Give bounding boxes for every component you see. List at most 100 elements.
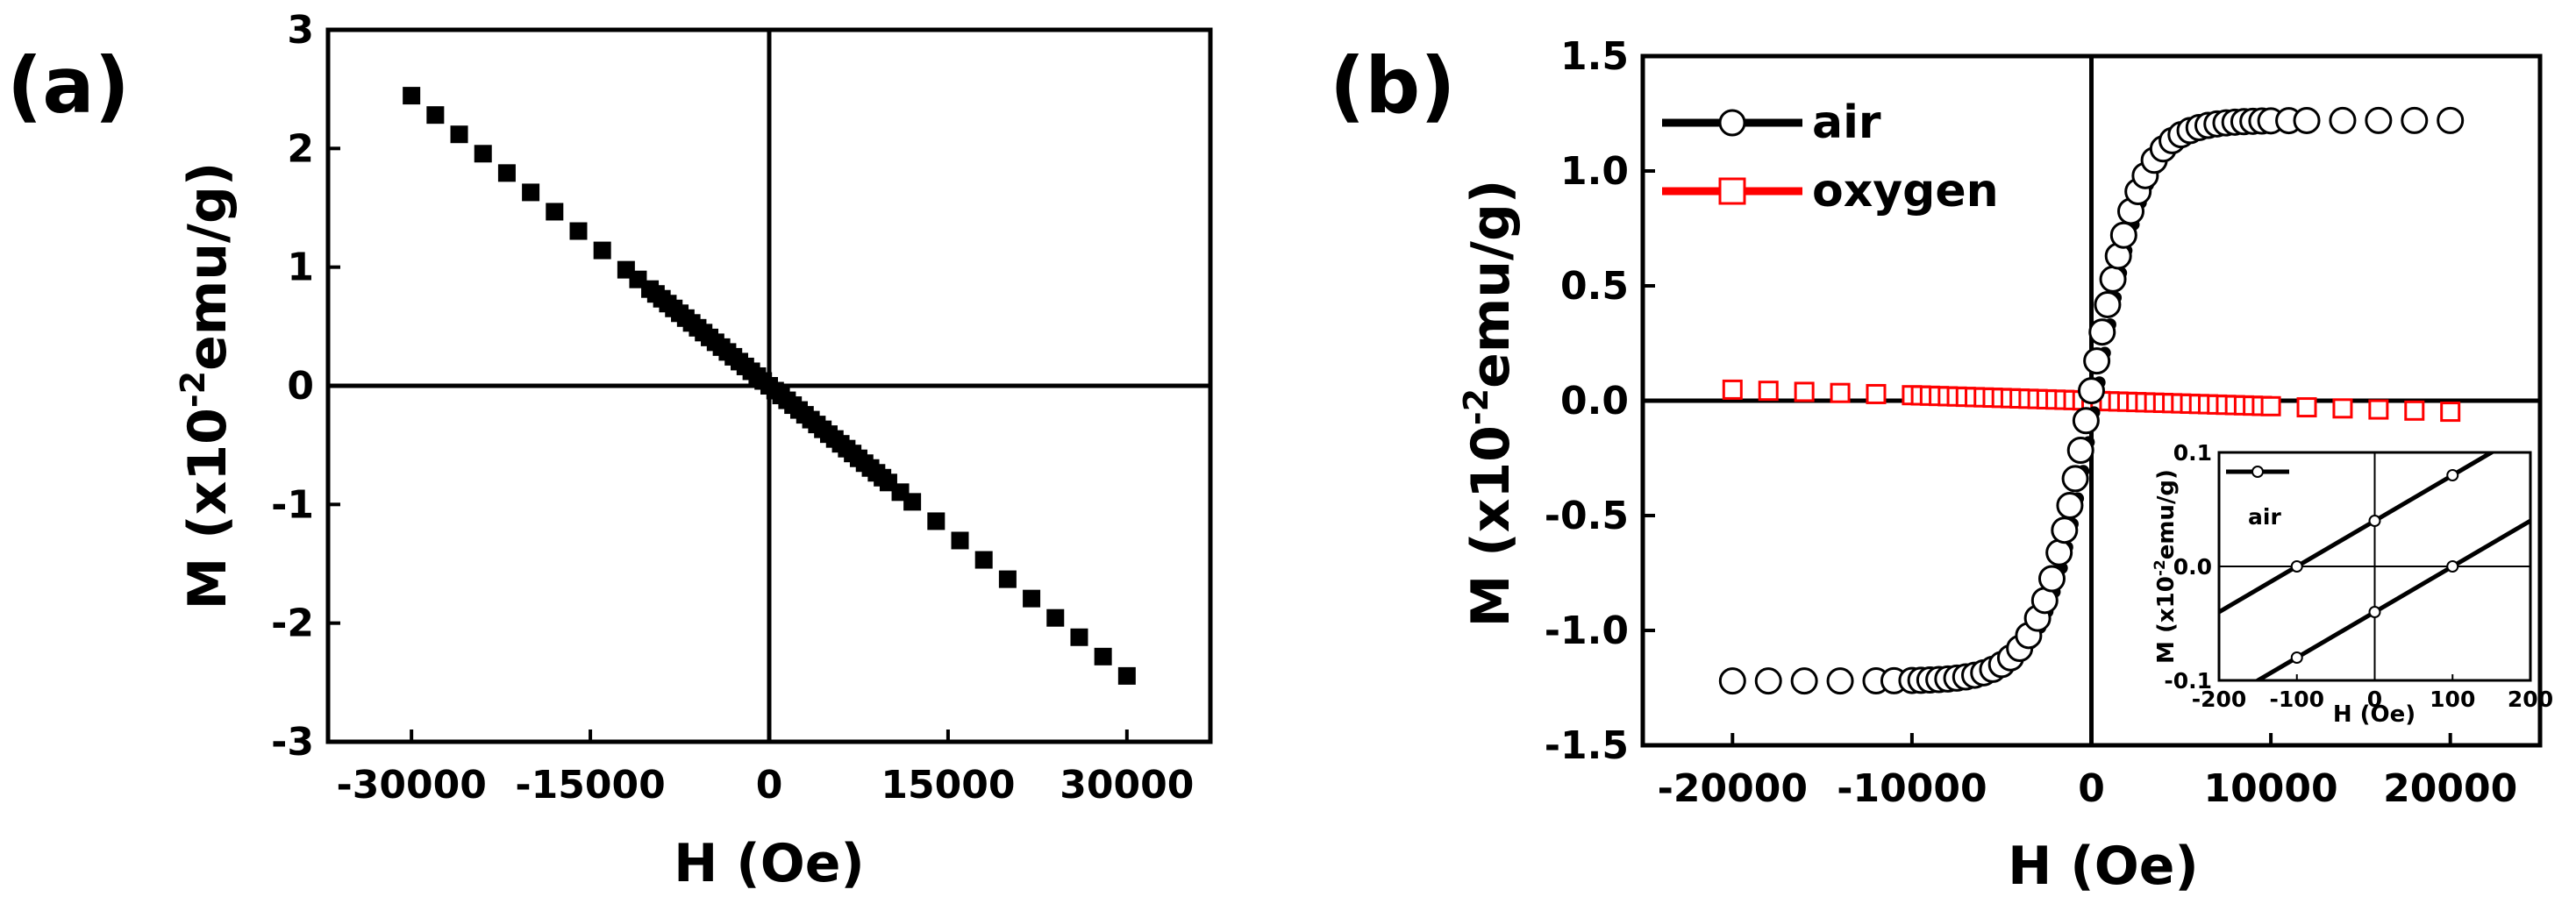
data-point <box>1046 609 1065 627</box>
data-point-air <box>1718 667 1746 695</box>
y-tick-label: 2 <box>287 126 314 171</box>
data-point <box>403 87 421 105</box>
y-tick-label: 0.0 <box>1560 379 1629 423</box>
legend-oxygen-marker <box>1718 177 1746 205</box>
panel-a: (a) -30000 -15000 0 15000 30000 -3 -2 -1 0 1 2 3 H … <box>7 8 1213 894</box>
data-point-oxygen <box>2260 395 2281 416</box>
y-tick-label: 0.1 <box>2173 440 2212 466</box>
data-point-air <box>2099 265 2127 293</box>
data-point-oxygen <box>1866 383 1887 404</box>
legend-air-label: air <box>1812 96 1881 149</box>
panel-b-ticks: -20000 -10000 0 10000 20000 -1.5 -1.0 -0.5 0.0 0.… <box>1545 34 2517 811</box>
inset-data-point <box>2290 560 2303 573</box>
data-point-air <box>1790 667 1818 695</box>
data-point <box>497 164 516 182</box>
x-tick-label: 15000 <box>881 763 1015 808</box>
y-tick-label: 3 <box>287 8 314 53</box>
data-point-air <box>2094 290 2122 318</box>
data-point <box>951 531 969 550</box>
data-point-oxygen <box>2404 400 2425 421</box>
x-tick-label: 30000 <box>1060 763 1194 808</box>
x-tick-label: 10000 <box>2204 766 2338 811</box>
legend-entry-oxygen: oxygen <box>1662 165 1999 217</box>
y-tick-label: -2 <box>271 601 314 646</box>
inset-legend-marker <box>2251 466 2264 478</box>
inset-x-axis-title: H (Oe) <box>2333 701 2415 728</box>
inset-y-axis-title: M (x10-2emu/g) <box>2151 469 2180 664</box>
data-point-oxygen <box>2296 397 2317 418</box>
panel-b: (b) -20000 -10000 0 10000 20000 -1.5 -1.0 -0.5 0… <box>1330 34 2553 897</box>
y-tick-label: 0.0 <box>2173 554 2212 580</box>
panel-b-x-axis-title: H (Oe) <box>2008 836 2199 897</box>
legend-entry-air: air <box>1662 96 1881 149</box>
x-tick-label: -200 <box>2192 687 2247 712</box>
data-point-air <box>2088 318 2116 346</box>
data-point <box>569 222 588 240</box>
x-tick-label: 0 <box>756 763 783 808</box>
legend-oxygen-label: oxygen <box>1812 165 1999 217</box>
data-point-air <box>2072 407 2100 435</box>
panel-a-marks <box>328 30 1210 742</box>
data-point-air <box>1754 667 1782 695</box>
y-tick-label: 0.5 <box>1560 264 1629 309</box>
data-point-air <box>1826 667 1854 695</box>
data-point-oxygen <box>2368 399 2389 420</box>
x-tick-label: 200 <box>2508 687 2553 712</box>
data-point-oxygen <box>1830 382 1851 403</box>
panel-a-label: (a) <box>7 40 130 131</box>
legend-air-marker <box>1718 109 1746 137</box>
inset-data-point <box>2446 469 2459 481</box>
data-point-oxygen <box>1722 379 1743 400</box>
data-point-air <box>2083 347 2111 375</box>
y-tick-label: -1.5 <box>1545 723 1629 768</box>
panel-a-x-axis-title: H (Oe) <box>674 833 865 894</box>
inset-plot: -200 -100 0 100 200 -0.1 0.0 0.1 air H (Oe) M (… <box>2151 440 2553 728</box>
y-tick-label: 1.0 <box>1560 149 1629 194</box>
x-tick-label: 20000 <box>2383 766 2517 811</box>
data-point <box>1117 666 1136 685</box>
panel-a-y-axis-title: M (x10-2emu/g) <box>174 162 239 610</box>
data-point-air <box>2061 465 2089 493</box>
x-tick-label: -10000 <box>1837 766 1987 811</box>
data-point-air <box>2037 565 2066 593</box>
x-tick-label: 100 <box>2430 687 2475 712</box>
data-point <box>1070 628 1088 646</box>
data-point-air <box>2078 377 2105 405</box>
x-tick-label: -20000 <box>1658 766 1808 811</box>
y-tick-label: -0.1 <box>2164 668 2212 694</box>
data-point-air <box>2051 516 2079 544</box>
data-point <box>426 106 445 125</box>
data-point-air <box>2045 538 2073 566</box>
panel-b-y-axis-title: M (x10-2emu/g) <box>1457 180 1522 628</box>
panel-a-ticks: -30000 -15000 0 15000 30000 -3 -2 -1 0 1 2 3 <box>271 8 1194 808</box>
y-tick-label: 1 <box>287 246 314 290</box>
data-point <box>546 203 564 221</box>
data-point-oxygen <box>2440 402 2461 423</box>
x-tick-label: -15000 <box>515 763 665 808</box>
data-point <box>474 145 492 163</box>
inset-marks <box>2219 452 2530 680</box>
y-tick-label: -1 <box>271 482 314 527</box>
inset-data-point <box>2368 606 2381 618</box>
data-point-air <box>2365 106 2393 134</box>
data-point <box>903 493 922 511</box>
data-point <box>974 551 993 569</box>
data-point-oxygen <box>1794 381 1815 402</box>
inset-legend-label: air <box>2248 504 2281 530</box>
data-point <box>450 125 468 144</box>
data-point-air <box>2437 106 2465 134</box>
y-tick-label: 0 <box>287 364 314 409</box>
data-point-air <box>2401 106 2429 134</box>
data-point-air <box>2066 436 2094 464</box>
data-point-oxygen <box>1758 381 1779 402</box>
y-tick-label: -1.0 <box>1545 609 1629 653</box>
data-point <box>927 512 945 530</box>
inset-ticks: -200 -100 0 100 200 -0.1 0.0 0.1 <box>2164 440 2553 712</box>
y-tick-label: -0.5 <box>1545 494 1629 538</box>
panel-b-marks <box>1643 56 2540 745</box>
data-point <box>1094 647 1112 665</box>
data-point <box>998 570 1017 588</box>
panel-b-legend: air oxygen <box>1662 96 1999 217</box>
data-point-air <box>2109 221 2137 249</box>
y-tick-label: -3 <box>271 720 314 765</box>
